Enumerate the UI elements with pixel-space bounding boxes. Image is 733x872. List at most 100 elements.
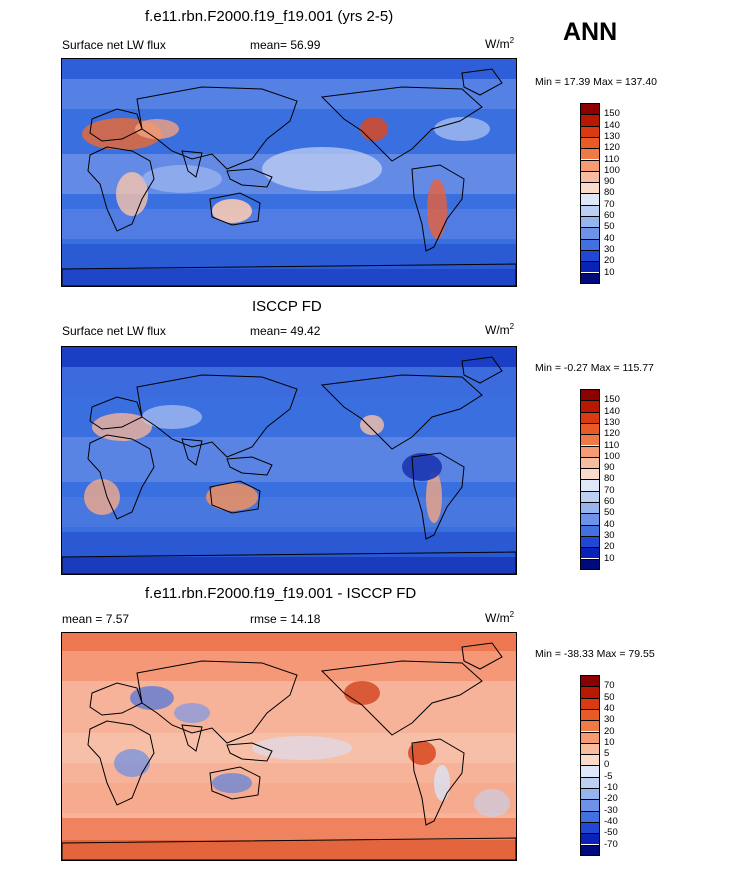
colorbar-frame <box>580 389 600 570</box>
continent-outline <box>226 168 273 188</box>
colorbar-swatch <box>580 502 600 514</box>
field-band <box>62 59 516 79</box>
colorbar-swatch <box>580 445 600 457</box>
colorbar-swatch <box>580 675 600 687</box>
colorbar-tick-label: 0 <box>604 759 610 771</box>
continent-outline <box>181 724 203 752</box>
colorbar-swatch <box>580 261 600 273</box>
colorbar-tick-label: 130 <box>604 130 620 142</box>
colorbar-tick-label: 130 <box>604 416 620 428</box>
colorbar-swatch <box>580 216 600 228</box>
continent-outline <box>87 434 155 520</box>
continent-outline <box>226 742 273 762</box>
field-contour <box>408 741 436 765</box>
colorbar-tick-label: 20 <box>604 255 615 267</box>
panel-2-title: ISCCP FD <box>252 298 322 315</box>
field-band <box>62 497 516 527</box>
field-contour <box>206 483 258 511</box>
panel-2-mean-label: mean= 49.42 <box>250 324 321 338</box>
continent-outline <box>181 150 203 178</box>
continent-outline <box>411 452 465 540</box>
colorbar-swatch <box>580 547 600 559</box>
colorbar-swatch <box>580 524 600 536</box>
colorbar-swatch <box>580 833 600 845</box>
field-contour <box>427 179 447 239</box>
colorbar-tick-label: 120 <box>604 142 620 154</box>
colorbar-swatch <box>580 103 600 115</box>
field-band <box>62 437 516 482</box>
colorbar-swatch <box>580 114 600 126</box>
colorbar-tick-label: 140 <box>604 405 620 417</box>
colorbar-tick-label: 150 <box>604 108 620 120</box>
continent-outline <box>136 86 298 170</box>
colorbar-swatch <box>580 148 600 160</box>
field-contour <box>212 199 252 223</box>
continent-outline <box>62 551 516 574</box>
panel-1-map <box>61 58 517 287</box>
colorbar-tick-label: -30 <box>604 804 618 816</box>
colorbar-tick-label: 110 <box>604 153 620 165</box>
continent-outline <box>461 68 503 96</box>
colorbar-tick-label: 100 <box>604 450 620 462</box>
field-contour <box>130 686 174 710</box>
panel-1-title: f.e11.rbn.F2000.f19_f19.001 (yrs 2-5) <box>145 8 394 25</box>
field-contour <box>426 471 442 523</box>
field-contour <box>212 773 252 793</box>
colorbar-swatch <box>580 411 600 423</box>
colorbar-swatch <box>580 456 600 469</box>
colorbar-swatch <box>580 468 600 480</box>
colorbar-tick-label: 90 <box>604 462 615 474</box>
continent-outline <box>411 738 465 826</box>
panel-2-variable-label: Surface net LW flux <box>62 324 166 338</box>
colorbar-tick-label: -10 <box>604 782 618 793</box>
colorbar-tick-label: 60 <box>604 496 615 507</box>
field-contour <box>142 165 222 193</box>
colorbar-tick-label: 120 <box>604 428 620 440</box>
continent-outline <box>62 837 516 860</box>
colorbar-tick-label: 40 <box>604 232 615 244</box>
colorbar-swatch <box>580 422 600 435</box>
field-band <box>62 557 516 574</box>
panel-3-map <box>61 632 517 861</box>
colorbar-swatch <box>580 193 600 205</box>
colorbar-swatch <box>580 204 600 216</box>
colorbar-swatch <box>580 272 600 284</box>
colorbar-tick-label: -20 <box>604 793 618 805</box>
colorbar-tick-label: 70 <box>604 680 615 692</box>
continent-outline <box>181 438 203 466</box>
continent-outline <box>89 108 143 142</box>
colorbar-tick-label: 140 <box>604 119 620 131</box>
colorbar-tick-label: 60 <box>604 210 615 221</box>
colorbar-tick-label: -70 <box>604 838 618 850</box>
continent-outline <box>89 682 143 716</box>
field-band <box>62 818 516 840</box>
field-contour <box>114 749 150 777</box>
colorbar-tick-label: 100 <box>604 164 620 176</box>
colorbar-tick-label: 20 <box>604 541 615 553</box>
panel-2-map <box>61 346 517 575</box>
panel-1-variable-label: Surface net LW flux <box>62 38 166 52</box>
field-band <box>62 840 516 860</box>
colorbar-tick-label: 50 <box>604 507 615 519</box>
continent-outline <box>461 642 503 670</box>
continent-outline <box>320 86 483 162</box>
colorbar-tick-label: 5 <box>604 748 610 760</box>
continent-outline <box>209 766 261 800</box>
colorbar-tick-label: -40 <box>604 815 618 827</box>
continent-outline <box>226 456 273 476</box>
panel-3-minmax-label: Min = -38.33 Max = 79.55 <box>535 648 655 660</box>
colorbar-swatch <box>580 788 600 800</box>
field-contour <box>84 479 120 515</box>
colorbar-swatch <box>580 765 600 777</box>
field-band <box>62 651 516 681</box>
colorbar-swatch <box>580 490 600 502</box>
colorbar-swatch <box>580 136 600 149</box>
colorbar-tick-label: 80 <box>604 187 615 199</box>
colorbar-tick-label: 40 <box>604 702 615 714</box>
panel-1-minmax-label: Min = 17.39 Max = 137.40 <box>535 76 657 88</box>
panel-3-rmse-label: rmse = 14.18 <box>250 612 321 626</box>
colorbar-swatch <box>580 227 600 239</box>
colorbar-tick-label: 110 <box>604 439 620 451</box>
continent-outline <box>320 374 483 450</box>
colorbar-swatch <box>580 182 600 194</box>
